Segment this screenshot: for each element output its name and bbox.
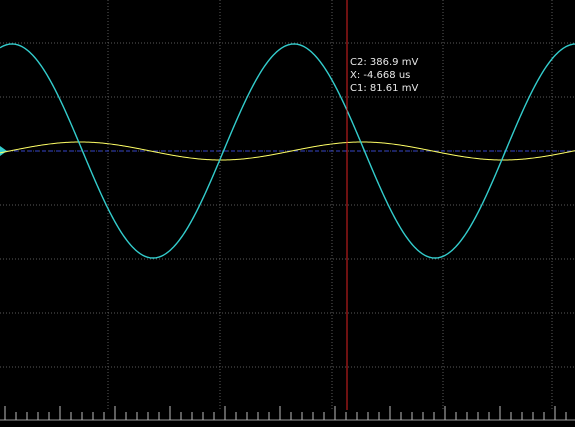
readout-c1: C1: 81.61 mV bbox=[350, 83, 419, 94]
time-axis-ticks bbox=[0, 406, 575, 421]
readout-x: X: -4.668 us bbox=[350, 70, 411, 81]
readout-c2: C2: 386.9 mV bbox=[350, 57, 419, 68]
channel-ground-marker[interactable] bbox=[0, 146, 7, 156]
channel1-trace bbox=[0, 141, 575, 161]
cursor-readout: C2: 386.9 mV X: -4.668 us C1: 81.61 mV bbox=[350, 56, 418, 95]
channel2-trace bbox=[0, 43, 575, 259]
graticule-grid bbox=[0, 0, 575, 410]
